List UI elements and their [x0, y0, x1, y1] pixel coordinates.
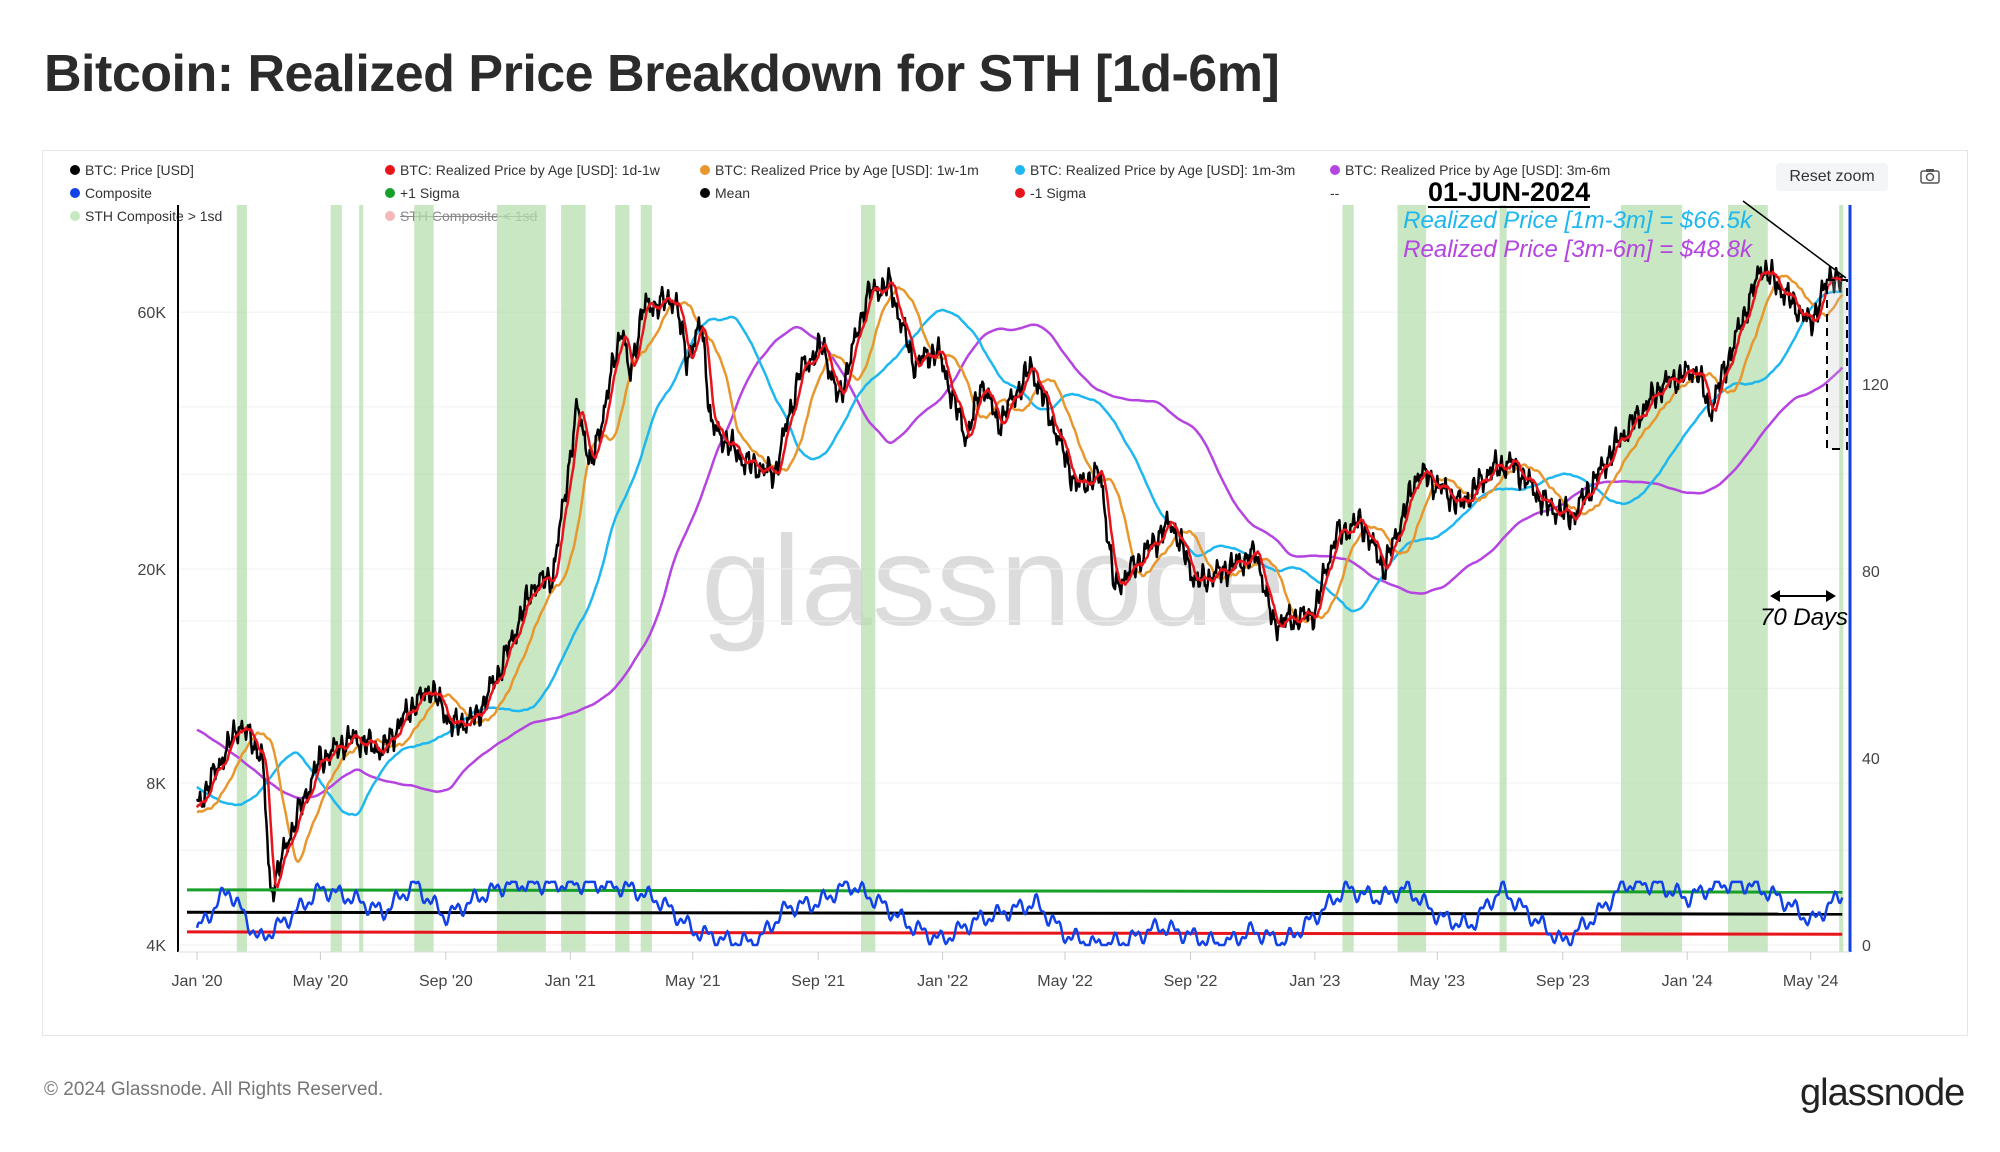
- legend-dot-icon: [1330, 165, 1340, 175]
- legend-dot-icon: [700, 188, 710, 198]
- x-tick-label: May '23: [1410, 973, 1466, 990]
- x-tick-label: Sep '20: [419, 973, 473, 990]
- legend-label: BTC: Realized Price by Age [USD]: 1d-1w: [400, 162, 660, 178]
- plus-1-sigma-line: [186, 888, 1843, 894]
- legend-item[interactable]: BTC: Price [USD]: [70, 162, 194, 178]
- y-right-tick-label: 40: [1862, 751, 1880, 768]
- legend-item[interactable]: BTC: Realized Price by Age [USD]: 1d-1w: [385, 162, 660, 178]
- legend-dot-icon: [1015, 165, 1025, 175]
- annotation-rp-1m3m: Realized Price [1m-3m] = $66.5k: [1403, 207, 1752, 234]
- legend-dot-icon: [70, 165, 80, 175]
- annotation-date: 01-JUN-2024: [1428, 177, 1591, 208]
- copyright: © 2024 Glassnode. All Rights Reserved.: [44, 1079, 384, 1100]
- watermark: glassnode: [701, 510, 1285, 653]
- camera-icon[interactable]: [1920, 168, 1940, 184]
- composite-band: [640, 205, 652, 952]
- legend-label: BTC: Realized Price by Age [USD]: 3m-6m: [1345, 162, 1611, 178]
- annotation-leader-line: [1742, 200, 1847, 279]
- legend-dot-icon: [385, 211, 395, 221]
- x-tick-label: May '24: [1783, 973, 1839, 990]
- chart-frame: [42, 150, 1968, 1036]
- composite-band: [1839, 205, 1844, 952]
- x-tick-label: Jan '24: [1662, 973, 1713, 990]
- legend-item[interactable]: +1 Sigma: [385, 185, 460, 201]
- y-right-tick-label: 120: [1862, 377, 1889, 394]
- minus-1-sigma-line: [186, 930, 1843, 936]
- legend-dot-icon: [1015, 188, 1025, 198]
- composite-band: [1397, 205, 1427, 952]
- legend-dot-icon: [700, 165, 710, 175]
- annotation-70-days: 70 Days: [1760, 604, 1849, 631]
- composite-band: [359, 205, 364, 952]
- composite-band: [561, 205, 586, 952]
- series-rp-3m-6m: [196, 323, 1844, 800]
- reset-zoom-button[interactable]: Reset zoom: [1776, 163, 1888, 191]
- composite-band: [236, 205, 247, 952]
- x-tick-label: May '22: [1037, 973, 1093, 990]
- series-composite: [195, 880, 1844, 947]
- annotation-highlight-box: [1826, 279, 1848, 450]
- legend-item[interactable]: Composite: [70, 185, 152, 201]
- legend-item[interactable]: BTC: Realized Price by Age [USD]: 3m-6m: [1330, 162, 1610, 178]
- legend-item[interactable]: -1 Sigma: [1015, 185, 1086, 201]
- x-tick-label: Jan '23: [1289, 973, 1340, 990]
- page-title: Bitcoin: Realized Price Breakdown for ST…: [44, 45, 1280, 103]
- legend-label: BTC: Realized Price by Age [USD]: 1w-1m: [715, 162, 979, 178]
- composite-band: [496, 205, 546, 952]
- legend-dot-icon: [70, 211, 80, 221]
- legend-label: STH Composite > 1sd: [85, 208, 223, 224]
- annotation-rp-3m6m: Realized Price [3m-6m] = $48.8k: [1403, 236, 1752, 263]
- legend-label: +1 Sigma: [400, 185, 460, 201]
- legend-item[interactable]: BTC: Realized Price by Age [USD]: 1m-3m: [1015, 162, 1295, 178]
- x-tick-label: Jan '20: [171, 973, 222, 990]
- composite-band: [1499, 205, 1507, 952]
- glassnode-logo: glassnode: [1800, 1072, 1965, 1114]
- series-btc-price: [195, 258, 1844, 903]
- mean-line: [186, 910, 1843, 916]
- legend-label: --: [1330, 185, 1340, 201]
- composite-band: [615, 205, 630, 952]
- composite-band: [414, 205, 434, 952]
- legend-label: BTC: Realized Price by Age [USD]: 1m-3m: [1030, 162, 1296, 178]
- x-tick-label: Jan '21: [545, 973, 596, 990]
- legend-item[interactable]: STH Composite > 1sd: [70, 208, 222, 224]
- composite-band: [1342, 205, 1354, 952]
- legend-label: Mean: [715, 185, 751, 201]
- legend-item[interactable]: Mean: [700, 185, 750, 201]
- legend-label: -1 Sigma: [1030, 185, 1087, 201]
- legend-dot-icon: [385, 165, 395, 175]
- legend-label: Composite: [85, 185, 152, 201]
- x-tick-label: Sep '23: [1536, 973, 1590, 990]
- series-rp-1w-1m: [196, 274, 1844, 864]
- composite-band: [1620, 205, 1683, 952]
- y-left-tick-label: 4K: [146, 938, 166, 955]
- x-tick-label: May '20: [293, 973, 349, 990]
- series-rp-1d-1w: [195, 270, 1844, 889]
- legend-dot-icon: [385, 188, 395, 198]
- legend-dot-icon: [70, 188, 80, 198]
- composite-band: [330, 205, 342, 952]
- legend-label: BTC: Price [USD]: [85, 162, 194, 178]
- x-tick-label: May '21: [665, 973, 721, 990]
- composite-band: [1728, 205, 1768, 952]
- x-tick-label: Sep '22: [1164, 973, 1218, 990]
- y-right-tick-label: 0: [1862, 938, 1871, 955]
- legend-item[interactable]: --: [1330, 185, 1339, 201]
- y-left-tick-label: 60K: [138, 305, 167, 322]
- y-left-tick-label: 20K: [138, 562, 167, 579]
- y-left-tick-label: 8K: [146, 776, 166, 793]
- y-right-tick-label: 80: [1862, 564, 1880, 581]
- legend-item[interactable]: BTC: Realized Price by Age [USD]: 1w-1m: [700, 162, 979, 178]
- x-tick-label: Sep '21: [791, 973, 845, 990]
- composite-band: [861, 205, 876, 952]
- x-tick-label: Jan '22: [917, 973, 968, 990]
